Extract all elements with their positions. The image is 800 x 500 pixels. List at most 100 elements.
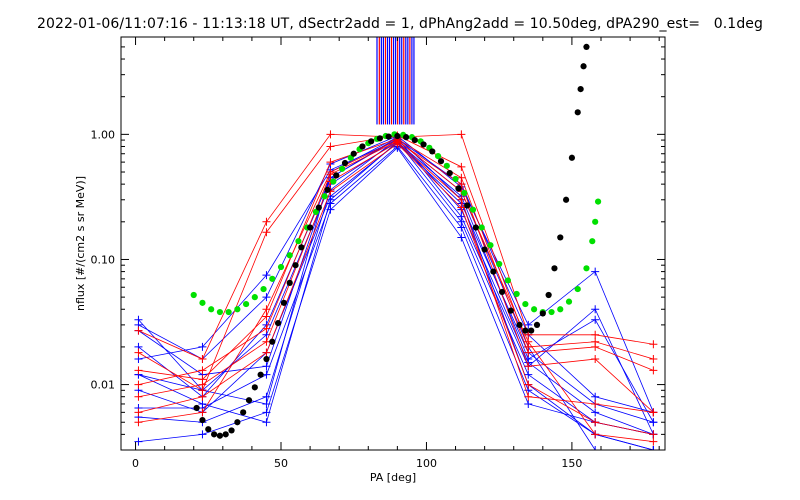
fit-curve-0 (190, 131, 602, 316)
fit-0-point-4 (225, 308, 232, 316)
fit-0-point-17 (338, 165, 346, 172)
fit-1-point-37 (464, 202, 471, 209)
fit-1-point-12 (263, 355, 270, 363)
fit-0-point-3 (216, 308, 224, 316)
fit-1-point-22 (333, 172, 340, 179)
series-8-point-6 (524, 320, 533, 329)
chart-title: 2022-01-06/11:07:16 - 11:13:18 UT, dSect… (36, 16, 764, 32)
fit-1-point-32 (420, 141, 427, 148)
fit-1-point-46 (533, 321, 541, 328)
series-1-point-7 (591, 408, 600, 417)
fit-1-point-50 (557, 234, 564, 241)
series-10-point-2 (262, 418, 271, 427)
series-line-7 (138, 147, 654, 443)
series-11-point-7 (591, 330, 600, 339)
x-tick-label-0: 0 (132, 457, 139, 470)
series-6-point-7 (591, 392, 600, 401)
x-tick-label-2: 100 (416, 457, 437, 470)
fit-1-point-25 (359, 143, 366, 150)
fit-0-point-45 (583, 265, 590, 272)
fit-1-point-40 (490, 268, 497, 275)
fit-0-point-1 (199, 299, 206, 306)
series-1-point-2 (262, 362, 271, 371)
series-4 (134, 139, 658, 427)
series-10-point-7 (591, 315, 600, 324)
fit-1-point-15 (280, 299, 288, 306)
series-10-point-8 (649, 418, 658, 427)
series-11-point-1 (198, 355, 207, 364)
fit-1-point-16 (286, 279, 293, 286)
fit-1-point-45 (528, 327, 535, 334)
fit-1-point-42 (507, 307, 514, 314)
plot-frame (120, 36, 666, 451)
fit-0-point-36 (504, 277, 512, 284)
fit-1-point-4 (216, 432, 224, 439)
series-10-point-3 (326, 195, 335, 204)
fit-0-point-12 (295, 238, 302, 245)
series-14-point-5 (457, 180, 466, 189)
series-15-point-6 (524, 392, 533, 401)
fit-0-point-39 (530, 306, 538, 313)
series-17-point-3 (326, 168, 335, 177)
fit-0-point-11 (286, 252, 293, 259)
y-axis-label: nflux [#/(cm2 s sr MeV)] (74, 176, 87, 311)
fit-1-point-54 (577, 85, 584, 93)
series-16-point-5 (457, 203, 466, 212)
fit-0-point-2 (208, 306, 215, 313)
y-tick-label-2: 1.00 (91, 128, 116, 141)
fit-1-point-10 (251, 384, 258, 391)
series-13-point-8 (649, 366, 658, 375)
fit-1-point-53 (574, 109, 581, 116)
series-16-point-8 (649, 430, 658, 439)
fit-0-point-44 (574, 285, 581, 293)
fit-curves-layer (190, 43, 602, 439)
series-17-point-7 (591, 430, 600, 439)
series-6 (134, 134, 658, 427)
series-5-point-2 (262, 370, 271, 379)
series-13 (134, 134, 658, 384)
series-line-10 (138, 141, 654, 423)
fit-1-point-9 (245, 397, 253, 404)
fit-1-point-56 (583, 43, 590, 51)
fit-1-point-24 (350, 150, 357, 157)
fit-curve-1 (193, 43, 590, 439)
series-8-point-7 (591, 267, 600, 276)
fit-1-point-23 (341, 159, 349, 167)
fit-1-point-51 (562, 196, 570, 203)
series-17-point-1 (198, 408, 207, 417)
fit-0-point-5 (234, 306, 241, 313)
fit-1-point-2 (205, 426, 212, 433)
series-2-point-2 (262, 271, 271, 280)
series-6-point-2 (262, 392, 271, 401)
fit-0-point-47 (592, 218, 599, 225)
fit-1-point-27 (376, 135, 384, 142)
fit-1-point-6 (228, 427, 235, 434)
series-15-point-2 (262, 337, 271, 346)
fit-1-point-20 (315, 204, 322, 211)
series-line-8 (138, 135, 654, 413)
fit-1-point-49 (551, 265, 558, 272)
fit-0-point-41 (548, 308, 555, 316)
series-7-point-1 (198, 430, 207, 439)
series-11-point-8 (649, 340, 658, 349)
fit-1-point-0 (193, 404, 200, 412)
fit-1-point-34 (437, 158, 445, 165)
series-13-point-7 (591, 342, 600, 351)
fit-1-point-14 (274, 320, 282, 327)
series-0 (134, 133, 658, 450)
fit-1-point-31 (411, 136, 418, 144)
fit-0-point-30 (452, 175, 459, 183)
fit-0-point-9 (269, 275, 276, 282)
fit-1-point-36 (455, 185, 462, 192)
series-3-point-6 (524, 370, 533, 379)
fit-1-point-47 (539, 310, 546, 317)
series-15 (134, 138, 658, 417)
series-15-point-0 (134, 392, 143, 401)
fit-1-point-55 (580, 63, 587, 70)
series-12-point-3 (326, 142, 335, 151)
series-17-point-8 (649, 437, 658, 446)
series-14-point-6 (524, 362, 533, 371)
series-12 (134, 131, 658, 395)
series-line-0 (138, 136, 654, 450)
